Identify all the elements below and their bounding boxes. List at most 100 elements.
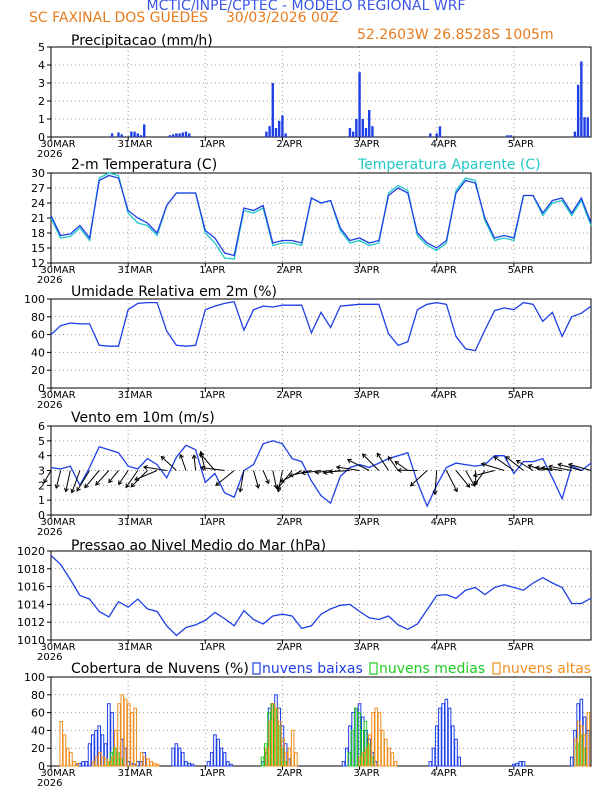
wind-arrow-head [432,490,438,496]
wind-arrow [548,465,572,471]
precip-bar [168,135,172,137]
precip-bar [139,135,143,137]
wind-arrow-head [396,467,402,473]
x-tick-label: 31MAR [118,768,153,779]
wind-arrow [473,470,495,477]
panel-title: Umidade Relativa em 2m (%) [71,284,277,300]
x-tick-label: 3APR [353,265,379,276]
precip-bar [188,133,191,137]
wind-arrow [516,460,534,471]
cloud-bar-2 [110,756,115,767]
cloud-bar-0 [444,698,449,767]
x-tick-label: 31MAR [118,517,153,528]
cloud-bar-2 [94,756,99,767]
legend-swatch [369,662,378,675]
x-axis-year: 2026 [37,527,62,538]
cloud-bar-2 [114,729,118,767]
wind-arrow-head [394,460,400,466]
wind-arrow-head [567,462,573,468]
wind-arrow-head [255,483,261,489]
chart-main-title: MCTIC/INPE/CPTEC - MODELO REGIONAL WRF [146,0,466,14]
plot-frame [50,46,592,138]
cloud-bar-2 [152,762,157,767]
x-tick-label: 1APR [199,768,225,779]
wind-arrow-head [108,478,113,484]
x-tick-label: 2APR [276,517,302,528]
wind-arrow [125,470,139,488]
precip-bar [506,135,509,137]
wind-arrow [315,470,331,474]
cloud-bar-2 [576,721,581,767]
cloud-bar-2 [294,752,298,767]
wind-arrow [253,470,259,489]
station-name: SC FAXINAL DOS GUEDES 30/03/2026 00Z [29,11,338,25]
y-tick-label: 27 [31,182,45,195]
y-tick-label: 2 [38,479,45,492]
y-tick-label: 1014 [17,598,45,611]
wind-arrow-head [453,487,458,493]
precip-bar [358,72,361,137]
cloud-bar-2 [69,752,73,767]
cloud-bar-2 [586,712,591,767]
wind-arrow-head [505,456,510,461]
cloud-bar-0 [187,762,192,767]
wind-arrow [179,454,187,471]
cloud-bar-2 [278,721,282,767]
wind-arrow [493,456,515,471]
x-tick-label: 3APR [353,139,379,150]
station-coordinates: 52.2603W 26.8528S 1005m [357,27,554,43]
x-tick-label: 2APR [276,642,302,653]
wind-arrow [71,470,81,493]
cloud-bar-0 [518,761,523,767]
precip-bar [184,131,188,137]
cloud-bar-2 [393,761,398,767]
temperature-line [50,174,592,257]
x-tick-label: 3APR [353,517,379,528]
x-tick-label: 30MAR [40,139,75,150]
wind-arrow [76,470,90,492]
y-tick-label: 80 [31,311,45,324]
cloud-bar-2 [101,756,105,767]
y-tick-label: 18 [31,227,45,240]
panel-title: Vento em 10m (m/s) [71,410,215,426]
x-tick-label: 5APR [508,265,534,276]
wind-arrow-head [84,483,89,489]
x-tick-label: 4APR [431,517,457,528]
cloud-bar-0 [81,761,85,767]
y-tick-label: 4 [38,59,45,72]
x-tick-label: 30MAR [40,768,75,779]
x-tick-label: 2APR [276,390,302,401]
cloud-bar-2 [573,738,578,767]
y-tick-label: 20 [31,742,45,755]
precip-bar [586,117,589,137]
precip-bar [364,128,368,137]
y-tick-label: 60 [31,707,45,720]
y-tick-label: 1020 [17,545,45,558]
y-tick-label: 40 [31,346,45,359]
wind-arrow-head [361,453,367,459]
wind-arrow-head [43,478,48,484]
x-tick-label: 5APR [508,390,534,401]
cloud-bar-0 [434,725,439,767]
cloud-bar-0 [225,761,230,767]
x-tick-label: 5APR [508,517,534,528]
y-tick-label: 2 [38,95,45,108]
cloud-bar-0 [431,747,436,767]
wind-arrow-head [300,470,306,476]
precip-bar [368,110,371,137]
wind-arrow [362,453,380,471]
wind-arrow [388,456,399,471]
cloud-bar-0 [216,738,220,767]
cloud-bar-2 [384,738,388,767]
wind-arrow [118,470,129,485]
wind-arrow [336,466,360,471]
y-tick-label: 5 [38,41,45,54]
cloud-bar-2 [104,758,109,767]
wind-arrow [95,470,110,486]
wind-arrow-head [335,465,341,470]
wind-arrow [65,470,71,492]
cloud-bar-1 [260,756,265,767]
panel-title: 2-m Temperatura (C) [71,157,217,173]
cloud-bar-2 [72,761,76,767]
